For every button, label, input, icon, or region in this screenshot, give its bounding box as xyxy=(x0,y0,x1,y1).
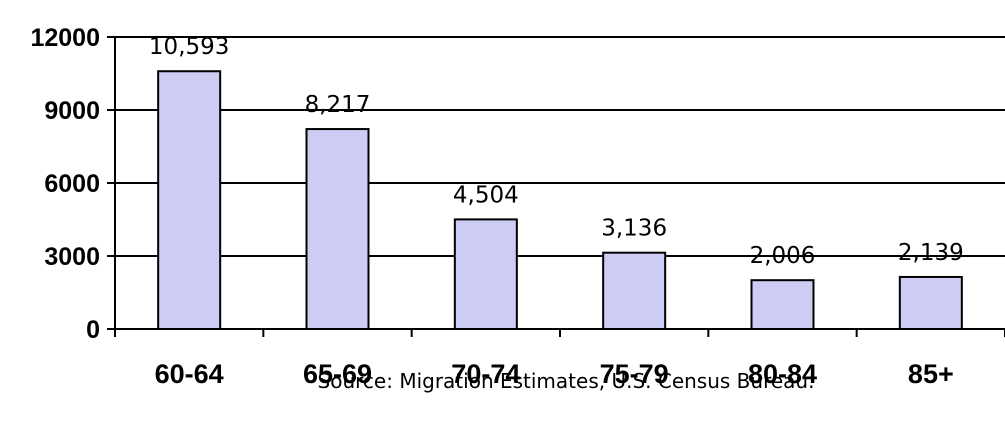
bar-85+ xyxy=(898,275,963,330)
labels: 0 3000 6000 9000 12000 10,593 60-64 8,217 65-69 4… xyxy=(30,24,963,389)
data-label: 2,139 xyxy=(898,240,964,266)
y-tick-label: 6000 xyxy=(44,170,100,198)
y-tick-label: 12000 xyxy=(30,24,100,52)
bar-75-79 xyxy=(602,251,667,331)
x-tick-label: 60-64 xyxy=(155,359,224,389)
data-label: 10,593 xyxy=(149,34,229,60)
y-tick-label: 0 xyxy=(86,316,100,344)
grid-lines xyxy=(115,36,1005,257)
x-tick-label: 75-79 xyxy=(600,359,669,389)
x-tick-label: 85+ xyxy=(908,359,954,389)
bar-60-64 xyxy=(157,70,222,330)
data-label: 2,006 xyxy=(750,243,816,269)
bar-80-84 xyxy=(750,279,815,331)
bar-65-69 xyxy=(305,128,370,330)
bar-70-74 xyxy=(453,218,518,330)
x-tick-label: 65-69 xyxy=(303,359,372,389)
x-tick-label: 70-74 xyxy=(451,359,520,389)
data-label: 4,504 xyxy=(453,182,519,208)
y-tick-label: 9000 xyxy=(44,97,100,125)
data-label: 8,217 xyxy=(305,92,371,118)
data-label: 3,136 xyxy=(601,216,667,242)
x-tick-label: 80-84 xyxy=(748,359,817,389)
axes xyxy=(107,36,1005,337)
source-note: Source: Migration Estimates, U.S. Census… xyxy=(318,369,815,393)
y-tick-label: 3000 xyxy=(44,243,100,271)
